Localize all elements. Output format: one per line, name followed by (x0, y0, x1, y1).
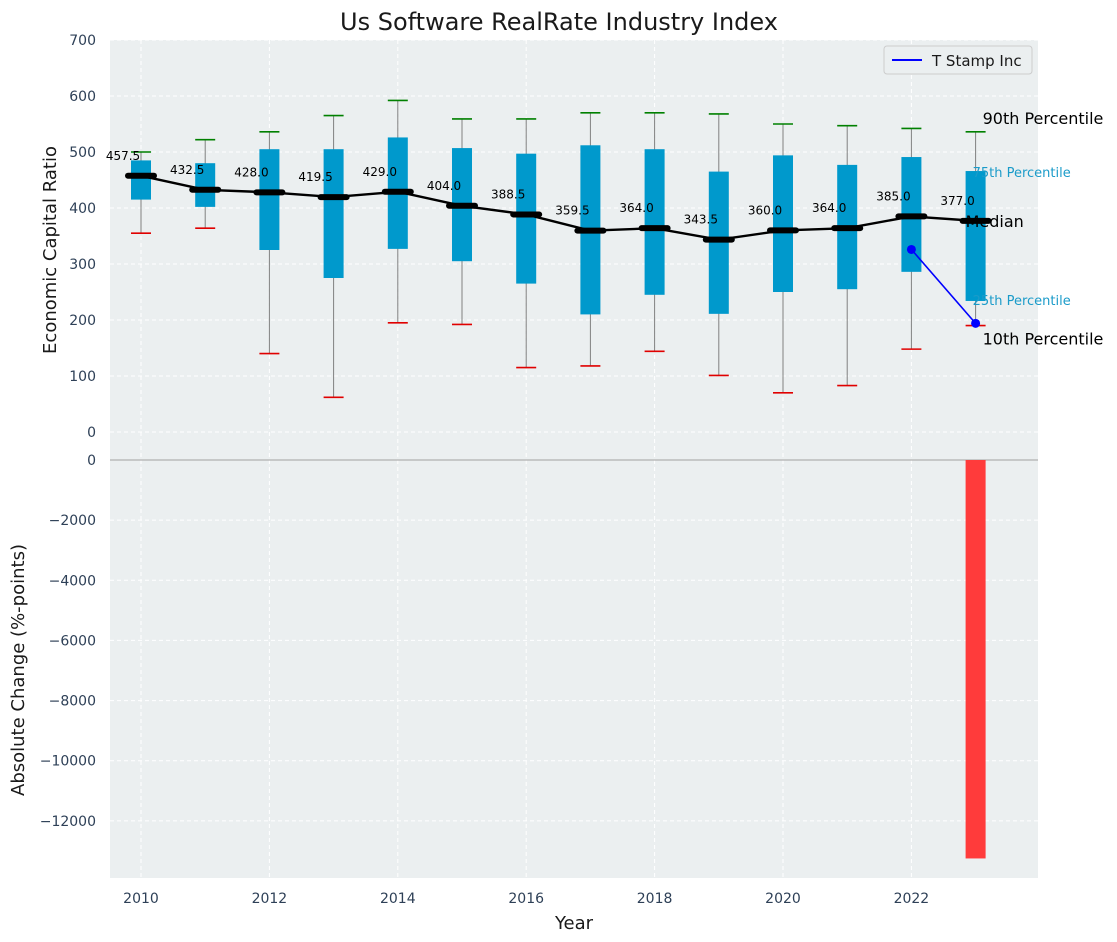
x-tick-label: 2020 (765, 891, 801, 907)
median-value-label: 457.5 (106, 149, 140, 163)
x-tick-label: 2016 (508, 891, 544, 907)
annotation-75th-percentile: 75th Percentile (973, 166, 1071, 181)
x-axis-label: Year (554, 913, 594, 934)
change-bar (965, 460, 986, 859)
bottom-y-tick-label: −2000 (49, 513, 96, 529)
box (773, 155, 793, 292)
legend-box (883, 45, 1033, 75)
box (965, 171, 986, 301)
median-line-layer: 457.5 432.5 428.0 419.5 429.0 404.0 388.5 359.5… (106, 149, 992, 243)
box (644, 149, 665, 295)
top-y-tick-label: 700 (69, 33, 96, 49)
legend-label-t-stamp: T Stamp Inc (931, 52, 1022, 70)
annotation-median: Median (966, 212, 1024, 231)
chart-title: Us Software RealRate Industry Index (340, 8, 778, 36)
top-y-tick-label: 600 (69, 89, 96, 105)
box (708, 171, 729, 314)
median-value-label: 359.5 (555, 204, 589, 218)
bottom-y-tick-label: −10000 (40, 754, 96, 770)
top-y-tick-label: 100 (69, 369, 96, 385)
top-y-tick-label: 400 (69, 201, 96, 217)
median-value-label: 432.5 (170, 163, 204, 177)
median-value-label: 364.0 (812, 201, 846, 215)
x-tick-label: 2018 (637, 891, 673, 907)
annotation-10th-percentile: 10th Percentile (983, 330, 1104, 349)
top-y-axis-label: Economic Capital Ratio (40, 146, 61, 354)
box (131, 160, 151, 200)
change-bars-layer (965, 460, 986, 859)
company-point (906, 244, 916, 254)
bottom-y-tick-label: 0 (87, 453, 96, 469)
x-tick-label: 2012 (252, 891, 288, 907)
median-value-label: 343.5 (684, 213, 718, 227)
x-tick-label: 2010 (123, 891, 159, 907)
top-panel-background (110, 40, 1038, 460)
percentile-annotations: 90th Percentile 75th Percentile Median 25th… (966, 109, 1104, 349)
bottom-y-tick-label: −8000 (49, 694, 96, 710)
box (195, 163, 216, 207)
annotation-90th-percentile: 90th Percentile (983, 109, 1104, 128)
bottom-panel-background (110, 460, 1038, 878)
median-value-label: 364.0 (619, 201, 653, 215)
median-value-label: 377.0 (940, 194, 974, 208)
company-point (971, 318, 981, 328)
median-value-label: 385.0 (876, 189, 910, 203)
top-y-tick-label: 200 (69, 313, 96, 329)
bottom-y-tick-label: −12000 (40, 814, 96, 830)
annotation-25th-percentile: 25th Percentile (973, 294, 1071, 309)
bottom-y-tick-label: −6000 (49, 633, 96, 649)
company-series-layer (906, 244, 981, 328)
median-value-label: 388.5 (491, 187, 525, 201)
box (516, 153, 537, 284)
bottom-y-axis-label: Absolute Change (%-points) (8, 544, 29, 796)
box (259, 149, 280, 250)
company-line (910, 248, 977, 324)
median-value-label: 428.0 (234, 165, 268, 179)
median-value-label: 404.0 (427, 179, 461, 193)
legend: T Stamp Inc (883, 45, 1033, 75)
x-tick-label: 2022 (894, 891, 930, 907)
top-y-tick-label: 500 (69, 145, 96, 161)
top-y-tick-label: 300 (69, 257, 96, 273)
median-value-label: 360.0 (748, 203, 782, 217)
bottom-y-tick-label: −4000 (49, 573, 96, 589)
top-y-tick-label: 0 (87, 425, 96, 441)
x-tick-label: 2014 (380, 891, 416, 907)
axis-ticks: 0 100 200 300 400 500 600 700 0 −2000 −4000 −6000 −8… (40, 33, 930, 907)
box (323, 149, 344, 278)
median-value-label: 419.5 (298, 170, 332, 184)
median-value-label: 429.0 (363, 165, 397, 179)
